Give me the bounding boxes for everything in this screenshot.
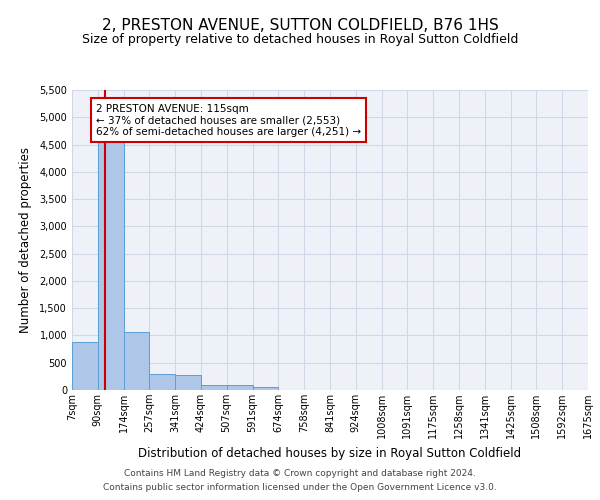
Text: 2, PRESTON AVENUE, SUTTON COLDFIELD, B76 1HS: 2, PRESTON AVENUE, SUTTON COLDFIELD, B76… [101, 18, 499, 32]
Text: 2 PRESTON AVENUE: 115sqm
← 37% of detached houses are smaller (2,553)
62% of sem: 2 PRESTON AVENUE: 115sqm ← 37% of detach… [96, 104, 361, 137]
Bar [72, 342, 98, 390]
Bar [227, 386, 253, 390]
Bar [98, 142, 124, 390]
Text: Contains public sector information licensed under the Open Government Licence v3: Contains public sector information licen… [103, 484, 497, 492]
Y-axis label: Number of detached properties: Number of detached properties [19, 147, 32, 333]
Bar [201, 385, 227, 390]
Text: Size of property relative to detached houses in Royal Sutton Coldfield: Size of property relative to detached ho… [82, 32, 518, 46]
Bar [253, 387, 278, 390]
Bar [175, 374, 201, 390]
X-axis label: Distribution of detached houses by size in Royal Sutton Coldfield: Distribution of detached houses by size … [139, 446, 521, 460]
Text: Contains HM Land Registry data © Crown copyright and database right 2024.: Contains HM Land Registry data © Crown c… [124, 468, 476, 477]
Bar [149, 374, 175, 390]
Bar [124, 332, 149, 390]
